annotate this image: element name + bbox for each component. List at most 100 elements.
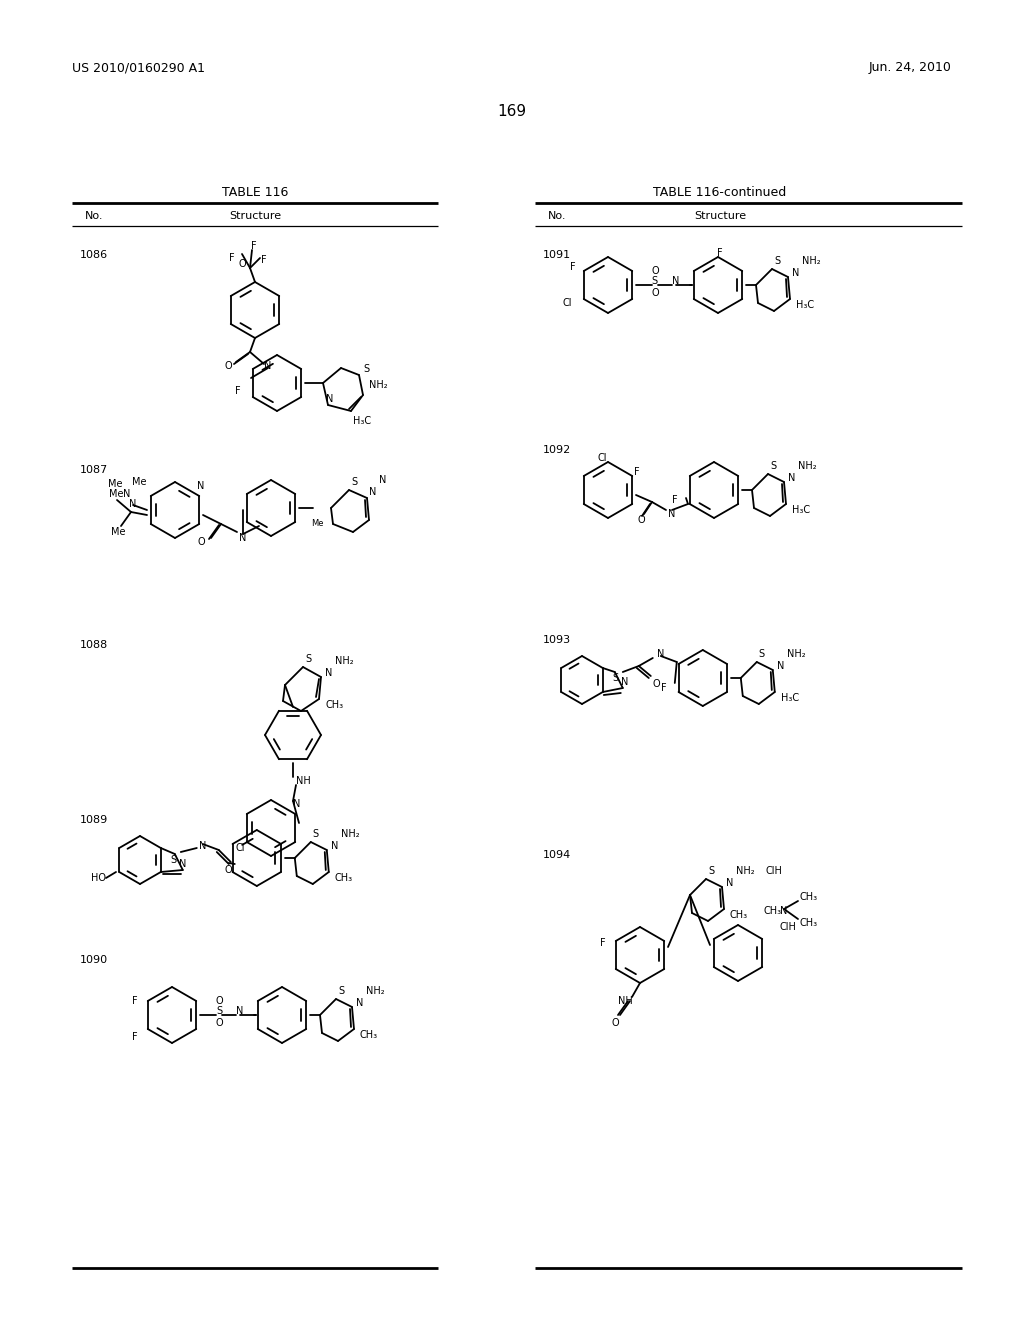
Text: Me: Me — [111, 527, 126, 537]
Text: O: O — [216, 997, 223, 1006]
Text: S: S — [351, 477, 357, 487]
Text: Me: Me — [311, 520, 324, 528]
Text: Jun. 24, 2010: Jun. 24, 2010 — [869, 62, 952, 74]
Text: F: F — [634, 467, 640, 477]
Text: US 2010/0160290 A1: US 2010/0160290 A1 — [72, 62, 205, 74]
Text: N: N — [264, 360, 271, 371]
Text: Structure: Structure — [694, 211, 746, 220]
Text: F: F — [570, 261, 575, 272]
Text: 1089: 1089 — [80, 814, 109, 825]
Text: O: O — [651, 288, 658, 298]
Text: F: F — [236, 385, 241, 396]
Text: N: N — [780, 906, 787, 916]
Text: NH₂: NH₂ — [341, 829, 359, 840]
Text: F: F — [673, 495, 678, 506]
Text: S: S — [171, 855, 177, 865]
Text: N: N — [792, 268, 800, 279]
Text: TABLE 116: TABLE 116 — [222, 186, 288, 198]
Text: S: S — [651, 276, 657, 286]
Text: S: S — [770, 461, 776, 471]
Text: N: N — [293, 799, 300, 809]
Text: 1087: 1087 — [80, 465, 109, 475]
Text: S: S — [774, 256, 780, 267]
Text: S: S — [216, 1006, 222, 1016]
Text: ClH: ClH — [766, 866, 783, 876]
Text: H₃C: H₃C — [796, 300, 814, 310]
Text: N: N — [788, 473, 796, 483]
Text: N: N — [369, 487, 377, 498]
Text: H₃C: H₃C — [780, 693, 799, 704]
Text: O: O — [239, 259, 246, 269]
Text: ClH: ClH — [780, 921, 797, 932]
Text: N: N — [179, 859, 186, 869]
Text: 1092: 1092 — [543, 445, 571, 455]
Text: 1093: 1093 — [543, 635, 571, 645]
Text: H₃C: H₃C — [792, 506, 810, 515]
Text: NH: NH — [618, 997, 633, 1006]
Text: S: S — [338, 986, 344, 997]
Text: N: N — [331, 841, 338, 851]
Text: NH₂: NH₂ — [786, 649, 806, 659]
Text: N: N — [672, 276, 679, 286]
Text: N: N — [199, 841, 206, 851]
Text: 1094: 1094 — [543, 850, 571, 861]
Text: F: F — [132, 1032, 138, 1041]
Text: F: F — [662, 682, 667, 693]
Text: CH₃: CH₃ — [730, 909, 749, 920]
Text: O: O — [651, 267, 658, 276]
Text: CH₃: CH₃ — [800, 917, 818, 928]
Text: F: F — [132, 997, 138, 1006]
Text: CH₃: CH₃ — [325, 700, 343, 710]
Text: 1088: 1088 — [80, 640, 109, 649]
Text: HO: HO — [91, 873, 106, 883]
Text: N: N — [621, 677, 628, 686]
Text: Cl: Cl — [597, 453, 607, 463]
Text: O: O — [224, 360, 231, 371]
Text: H₃C: H₃C — [353, 416, 371, 426]
Text: O: O — [638, 515, 645, 525]
Text: Me: Me — [108, 479, 122, 488]
Text: CH₃: CH₃ — [335, 873, 353, 883]
Text: N: N — [197, 480, 205, 491]
Text: TABLE 116-continued: TABLE 116-continued — [653, 186, 786, 198]
Text: No.: No. — [548, 211, 566, 220]
Text: N: N — [325, 668, 333, 678]
Text: N: N — [239, 533, 247, 543]
Text: N: N — [726, 878, 733, 888]
Text: Cl: Cl — [562, 298, 572, 308]
Text: F: F — [261, 255, 267, 265]
Text: O: O — [216, 1018, 223, 1028]
Text: NH₂: NH₂ — [366, 986, 385, 997]
Text: NH₂: NH₂ — [736, 866, 755, 876]
Text: S: S — [362, 364, 369, 374]
Text: N: N — [356, 998, 364, 1008]
Text: N: N — [236, 1006, 244, 1016]
Text: N: N — [129, 499, 136, 510]
Text: F: F — [251, 242, 257, 251]
Text: O: O — [225, 865, 232, 875]
Text: S: S — [612, 673, 618, 682]
Text: NH₂: NH₂ — [798, 461, 816, 471]
Text: Cl: Cl — [236, 843, 245, 853]
Text: N: N — [777, 661, 784, 671]
Text: NH₂: NH₂ — [369, 380, 388, 389]
Text: F: F — [717, 248, 723, 257]
Text: 1090: 1090 — [80, 954, 109, 965]
Text: O: O — [612, 1018, 620, 1028]
Text: 1091: 1091 — [543, 249, 571, 260]
Text: F: F — [600, 939, 606, 948]
Text: N: N — [656, 649, 665, 659]
Text: NH₂: NH₂ — [335, 656, 353, 667]
Text: F: F — [229, 253, 234, 263]
Text: N: N — [326, 393, 334, 404]
Text: S: S — [708, 866, 714, 876]
Text: N: N — [379, 475, 386, 484]
Text: Me: Me — [109, 488, 124, 499]
Text: Me: Me — [132, 477, 146, 487]
Text: S: S — [305, 653, 311, 664]
Text: No.: No. — [85, 211, 103, 220]
Text: O: O — [198, 537, 205, 546]
Text: CH₃: CH₃ — [800, 892, 818, 902]
Text: CH₃: CH₃ — [764, 906, 782, 916]
Text: NH₂: NH₂ — [802, 256, 820, 267]
